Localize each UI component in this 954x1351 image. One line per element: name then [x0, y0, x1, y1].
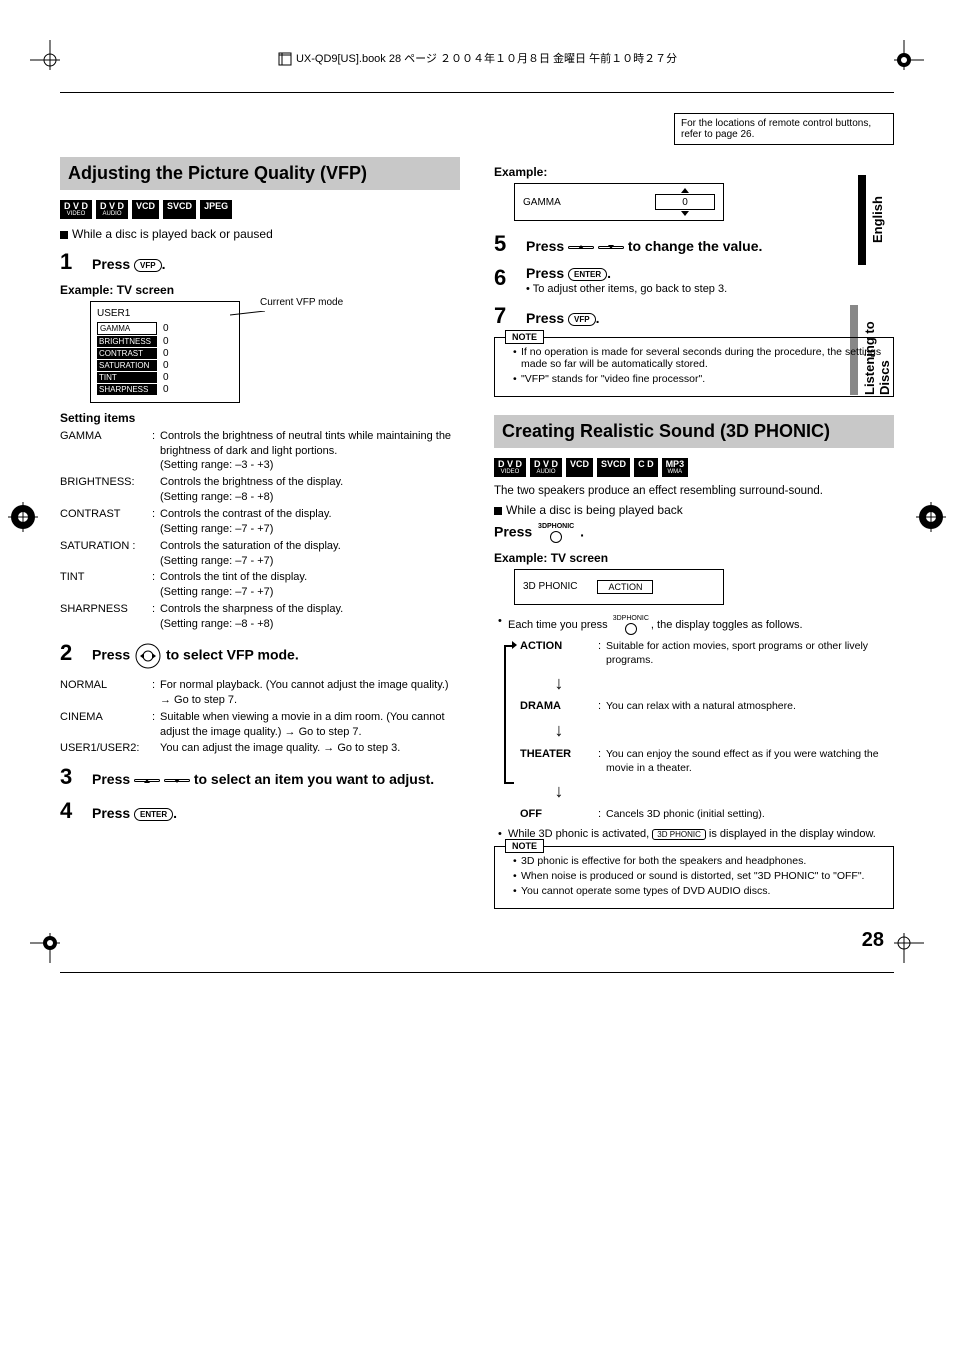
crop-mark-tr	[884, 40, 924, 80]
up-button-icon	[568, 246, 594, 249]
callout-vfp-mode: Current VFP mode	[260, 297, 343, 308]
gamma-example-box: GAMMA 0	[514, 183, 724, 221]
crop-mark-br	[884, 923, 924, 963]
step-3: 3 Press to select an item you want to ad…	[60, 764, 460, 790]
active-indicator-note: While 3D phonic is activated, 3D PHONIC …	[494, 828, 894, 840]
mode-flow: ACTION:Suitable for action movies, sport…	[494, 639, 894, 822]
badge-mp3-wma: MP3WMA	[662, 458, 689, 477]
section-title-3dphonic: Creating Realistic Sound (3D PHONIC)	[494, 415, 894, 448]
3d-phonic-badge: 3D PHONIC	[652, 829, 706, 840]
note-box-vfp: NOTE If no operation is made for several…	[494, 337, 894, 397]
registration-mark-right	[916, 502, 946, 532]
vfp-button-icon: VFP	[568, 313, 596, 326]
precondition-vfp: While a disc is played back or paused	[60, 227, 460, 241]
3d-phonic-button-icon: 3DPHONIC	[538, 523, 574, 543]
tv-screen-3d: 3D PHONIC ACTION	[514, 569, 724, 605]
badge-dvd-audio: D V DAUDIO	[96, 200, 128, 219]
format-badges-3d: D V DVIDEO D V DAUDIO VCD SVCD C D MP3WM…	[494, 458, 894, 477]
enter-button-icon: ENTER	[568, 268, 607, 281]
badge-svcd: SVCD	[597, 458, 630, 477]
step-1: 1 Press VFP.	[60, 249, 460, 275]
step-4: 4 Press ENTER.	[60, 798, 460, 824]
format-badges-vfp: D V DVIDEO D V DAUDIO VCD SVCD JPEG	[60, 200, 460, 219]
badge-dvd-video: D V DVIDEO	[494, 458, 526, 477]
step-2: 2 Press to select VFP mode.	[60, 640, 460, 670]
badge-cd: C D	[634, 458, 658, 477]
footer-rule	[60, 972, 894, 973]
nav-left-right-icon	[134, 642, 162, 670]
value-spinner: 0	[655, 194, 715, 210]
up-button-icon	[134, 779, 160, 782]
side-tab-english: English	[858, 175, 885, 265]
crop-mark-bl	[30, 923, 70, 963]
book-meta-header: UX-QD9[US].book 28 ページ ２００４年１０月８日 金曜日 午前…	[60, 40, 894, 67]
tv-example-label-3d: Example: TV screen	[494, 551, 894, 565]
vfp-modes-table: NORMAL:For normal playback. (You cannot …	[60, 678, 460, 756]
setting-items-head: Setting items	[60, 411, 460, 425]
badge-dvd-audio: D V DAUDIO	[530, 458, 562, 477]
section-title-vfp: Adjusting the Picture Quality (VFP)	[60, 157, 460, 190]
crop-mark-tl	[30, 40, 70, 80]
step-6: 6 Press ENTER. • To adjust other items, …	[494, 265, 894, 295]
note-box-3d: NOTE 3D phonic is effective for both the…	[494, 846, 894, 909]
registration-mark-left	[8, 502, 38, 532]
remote-info-box: For the locations of remote control butt…	[674, 113, 894, 145]
page-number: 28	[60, 929, 894, 952]
badge-vcd: VCD	[132, 200, 159, 219]
press-3dphonic: Press 3DPHONIC .	[494, 523, 894, 543]
left-column: Adjusting the Picture Quality (VFP) D V …	[60, 157, 460, 909]
step-5: 5 Press to change the value.	[494, 231, 894, 257]
right-column: Example: GAMMA 0 5 Press to change the v…	[494, 157, 894, 909]
tv-screen-vfp: USER1 GAMMA0 BRIGHTNESS0 CONTRAST0 SATUR…	[90, 301, 240, 403]
intro-3d: The two speakers produce an effect resem…	[494, 485, 894, 497]
3d-phonic-button-icon: 3DPHONIC	[613, 615, 649, 635]
precondition-3d: While a disc is being played back	[494, 503, 894, 517]
down-button-icon	[598, 246, 624, 249]
enter-button-icon: ENTER	[134, 808, 173, 821]
vfp-button-icon: VFP	[134, 259, 162, 272]
tv-mode-label: USER1	[97, 308, 233, 319]
badge-jpeg: JPEG	[200, 200, 232, 219]
example-tv-label: Example: TV screen	[60, 283, 460, 297]
example-label-right: Example:	[494, 165, 894, 179]
setting-items-table: GAMMA:Controls the brightness of neutral…	[60, 429, 460, 632]
step-7: 7 Press VFP.	[494, 303, 894, 329]
badge-vcd: VCD	[566, 458, 593, 477]
badge-dvd-video: D V DVIDEO	[60, 200, 92, 219]
badge-svcd: SVCD	[163, 200, 196, 219]
down-button-icon	[164, 779, 190, 782]
book-icon	[277, 51, 293, 67]
toggle-intro: Each time you press 3DPHONIC, the displa…	[494, 615, 894, 635]
